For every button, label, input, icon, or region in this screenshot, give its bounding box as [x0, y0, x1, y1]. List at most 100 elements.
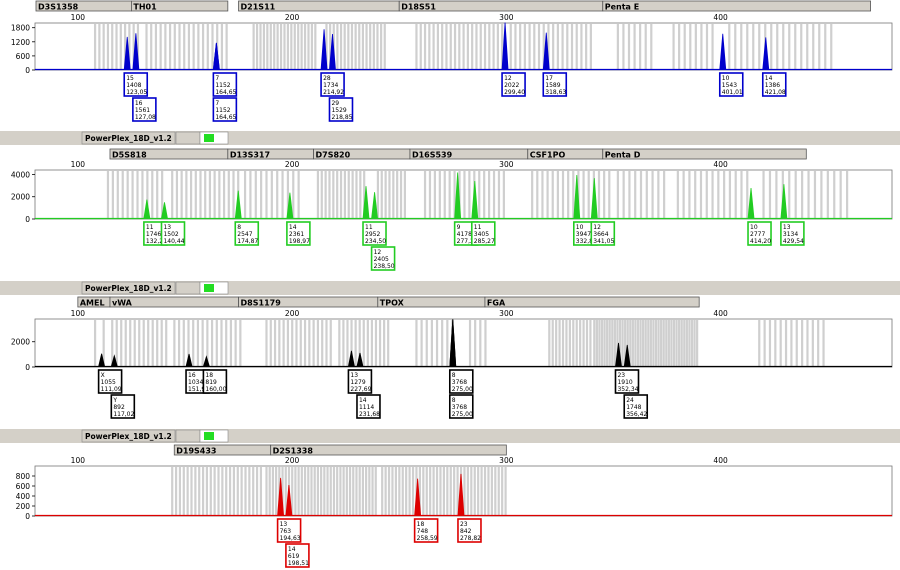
allele-bin: [587, 171, 590, 218]
allele-call-box[interactable]: [614, 369, 640, 394]
allele-bin: [178, 467, 182, 515]
allele-call-box[interactable]: [448, 394, 474, 419]
locus-header-th01[interactable]: [131, 0, 229, 12]
allele-peak: [623, 344, 631, 367]
allele-bin: [391, 467, 394, 515]
allele-bin: [217, 467, 220, 515]
allele-bin: [255, 467, 259, 515]
allele-size: 111,09: [101, 386, 122, 393]
allele-name: 16: [135, 100, 143, 107]
allele-size: 214,92: [323, 89, 344, 96]
allele-call-box[interactable]: [761, 72, 787, 97]
panel-name-cell[interactable]: [81, 131, 176, 145]
allele-call-box[interactable]: [160, 221, 186, 246]
allele-bin: [728, 24, 731, 69]
allele-bin: [342, 467, 345, 515]
allele-bin: [370, 320, 374, 366]
allele-bin: [627, 24, 631, 69]
allele-bin: [154, 24, 158, 69]
allele-bin: [595, 320, 598, 366]
allele-bin: [294, 467, 297, 515]
allele-call-box[interactable]: [212, 97, 238, 122]
allele-call-box[interactable]: [328, 97, 354, 122]
allele-call-box[interactable]: [457, 518, 482, 543]
allele-bin: [271, 467, 275, 515]
panel-name: PowerPlex_18D_v1.2: [85, 134, 172, 143]
allele-call-box[interactable]: [470, 221, 496, 246]
allele-bin: [159, 24, 162, 69]
allele-bin: [198, 467, 201, 515]
allele-call-box[interactable]: [234, 221, 260, 246]
panel-name-cell[interactable]: [81, 281, 176, 295]
panel-name-cell[interactable]: [81, 429, 176, 443]
allele-size: 352,34: [617, 386, 638, 393]
allele-call-box[interactable]: [448, 369, 474, 394]
allele-call-box[interactable]: [132, 97, 157, 122]
allele-bin: [616, 24, 619, 69]
allele-bin: [418, 467, 421, 515]
allele-bin: [387, 467, 391, 515]
allele-call-box[interactable]: [590, 221, 616, 246]
allele-size: 332,88: [576, 238, 597, 245]
allele-call-box[interactable]: [356, 394, 381, 419]
allele-bin: [672, 24, 675, 69]
dye-indicator: [204, 134, 214, 142]
allele-bin: [788, 24, 791, 69]
allele-call-box[interactable]: [276, 518, 302, 543]
allele-call-box[interactable]: [413, 518, 439, 543]
allele-call-box[interactable]: [501, 72, 526, 97]
allele-call-box[interactable]: [285, 543, 310, 568]
allele-call-box[interactable]: [718, 72, 744, 97]
locus-header-penta-e[interactable]: [602, 0, 871, 12]
allele-size: 234,50: [365, 238, 386, 245]
allele-call-box[interactable]: [347, 369, 373, 394]
allele-bin: [115, 24, 118, 69]
locus-header-d2s1338[interactable]: [270, 444, 507, 456]
allele-bin: [567, 171, 570, 218]
allele-bin: [147, 320, 150, 366]
allele-call-box[interactable]: [362, 221, 387, 246]
allele-call-box[interactable]: [370, 246, 396, 271]
allele-call-box[interactable]: [623, 394, 649, 419]
allele-bin: [622, 171, 625, 218]
allele-bin: [194, 171, 197, 218]
allele-bin: [255, 24, 259, 69]
allele-bin: [566, 24, 569, 69]
allele-bin: [593, 320, 596, 366]
allele-bin: [443, 171, 446, 218]
allele-call-box[interactable]: [97, 369, 123, 394]
allele-call-box[interactable]: [123, 72, 149, 97]
locus-header-fga[interactable]: [484, 296, 700, 308]
allele-name: 17: [545, 75, 553, 82]
allele-bin: [420, 320, 423, 366]
allele-bin: [833, 171, 836, 218]
allele-size: 285,27: [474, 238, 495, 245]
allele-call-box[interactable]: [780, 221, 805, 246]
allele-bin: [775, 171, 778, 218]
allele-bin: [667, 320, 670, 366]
allele-bin: [570, 24, 574, 69]
allele-bin: [295, 320, 298, 366]
allele-height: 1910: [617, 379, 632, 386]
allele-bin: [801, 171, 804, 218]
allele-name: 14: [359, 397, 367, 404]
allele-peak: [161, 202, 168, 219]
allele-call-box[interactable]: [110, 394, 136, 419]
allele-call-box[interactable]: [320, 72, 345, 97]
allele-bin: [813, 171, 817, 218]
allele-call-box[interactable]: [202, 369, 228, 394]
allele-size: 174,87: [237, 238, 258, 245]
allele-bin: [746, 171, 749, 218]
allele-call-box[interactable]: [747, 221, 772, 246]
allele-call-box[interactable]: [286, 221, 311, 246]
allele-size: 238,50: [374, 263, 395, 270]
allele-name: 18: [205, 372, 213, 379]
allele-name: 14: [765, 75, 773, 82]
allele-call-box[interactable]: [542, 72, 568, 97]
allele-bin: [820, 171, 823, 218]
locus-header-penta-d[interactable]: [602, 148, 807, 160]
allele-name: 14: [288, 546, 296, 553]
allele-bin: [307, 467, 310, 515]
allele-call-box[interactable]: [212, 72, 238, 97]
allele-bin: [453, 171, 456, 218]
